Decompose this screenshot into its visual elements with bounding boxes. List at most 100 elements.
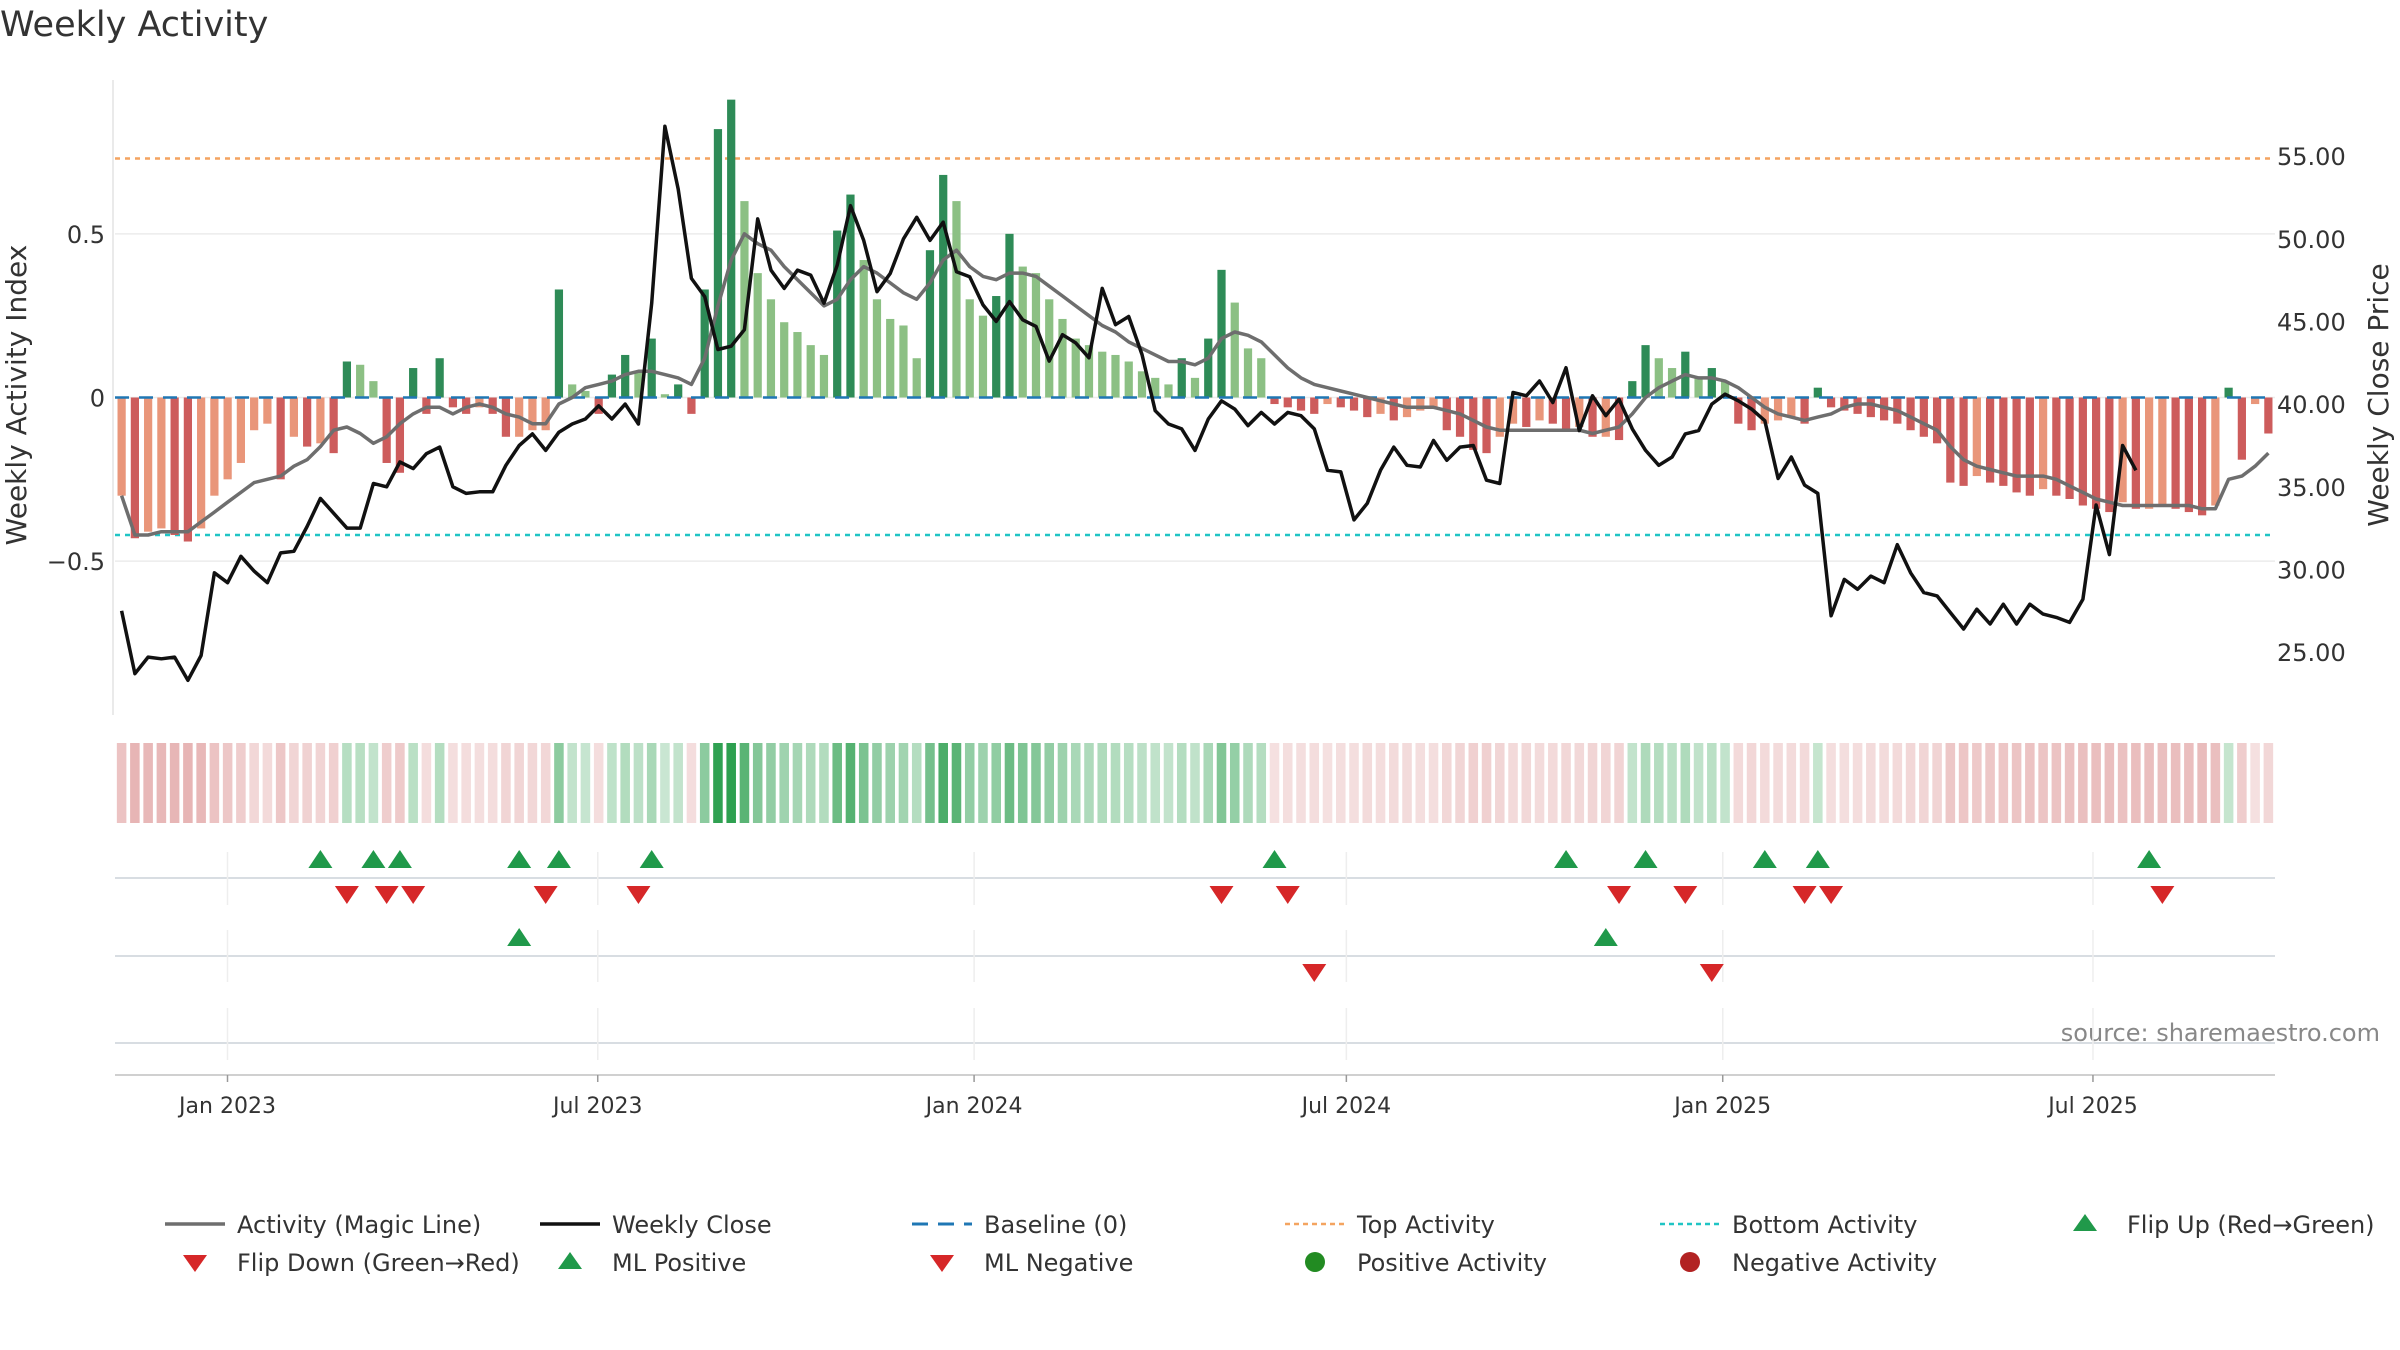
activity-bar (2198, 397, 2207, 516)
strip-cell (1110, 743, 1121, 823)
strip-cell (514, 743, 524, 823)
legend-item-posact: Positive Activity (1305, 1249, 1547, 1277)
strip-cell (1720, 743, 1730, 823)
activity-bar (356, 364, 365, 398)
strip-cell (593, 743, 604, 823)
strip-cell (1561, 743, 1571, 823)
flip-down-marker (1819, 886, 1844, 904)
strip-cell (1826, 743, 1836, 823)
legend-item-close: Weekly Close (540, 1211, 772, 1239)
activity-bar (2251, 397, 2260, 405)
strip-cell (1627, 743, 1638, 823)
activity-bar (1535, 397, 1544, 421)
activity-bar (581, 390, 590, 398)
activity-bar (1840, 397, 1849, 411)
activity-bar (1045, 299, 1054, 398)
strip-cell (1097, 743, 1108, 823)
activity-bar (117, 397, 126, 496)
ml-positive-marker (1593, 928, 1618, 946)
strip-cell (169, 743, 180, 823)
strip-cell (1614, 743, 1624, 823)
strip-cell (130, 743, 140, 823)
strip-cell (1163, 743, 1174, 823)
strip-cell (1601, 743, 1611, 823)
activity-bar (1773, 397, 1783, 421)
activity-bar (634, 371, 643, 398)
strip-cell (872, 743, 882, 823)
strip-cell (2064, 743, 2075, 823)
legend-label: Weekly Close (612, 1211, 772, 1239)
activity-bar (541, 397, 550, 431)
strip-cell (845, 743, 856, 823)
legend-item-bottom: Bottom Activity (1660, 1211, 1917, 1239)
flip-down-marker (1209, 886, 1234, 904)
strip-cell (567, 743, 577, 823)
flip-down-marker (374, 886, 399, 904)
activity-bar (369, 381, 378, 398)
strip-cell (540, 743, 551, 823)
strip-cell (1839, 743, 1850, 823)
activity-bar (1190, 377, 1200, 398)
strip-cell (951, 743, 962, 823)
activity-bar (157, 397, 166, 529)
strip-cell (1349, 743, 1359, 823)
activity-bar (925, 250, 935, 398)
activity-bar (1614, 397, 1624, 441)
flip-down-marker (1792, 886, 1817, 904)
legend-item-baseline: Baseline (0) (912, 1211, 1127, 1239)
strip-cell (1084, 743, 1094, 823)
right-tick-label: 40.00 (2277, 391, 2346, 419)
strip-cell (673, 743, 683, 823)
activity-bar (329, 397, 338, 454)
strip-cell (554, 743, 564, 823)
activity-bar (250, 397, 259, 431)
activity-bar (727, 99, 736, 398)
strip-cell (832, 743, 842, 823)
strip-cell (2144, 743, 2154, 823)
strip-cell (1879, 743, 1889, 823)
activity-bar (1548, 397, 1557, 424)
strip-cell (2170, 743, 2181, 823)
activity-bar (1946, 397, 1955, 483)
activity-bar (183, 397, 192, 542)
activity-bar (1005, 233, 1014, 398)
activity-bar (2038, 397, 2048, 490)
x-tick-label: Jul 2024 (1300, 1094, 1392, 1119)
activity-bars (117, 99, 2273, 542)
activity-color-strip (116, 743, 2274, 823)
activity-bar (1628, 381, 1637, 398)
flip-down-marker (1673, 886, 1698, 904)
strip-cell (752, 743, 763, 823)
activity-bar (1707, 368, 1716, 398)
strip-cell (779, 743, 789, 823)
activity-bar (303, 397, 312, 447)
strip-cell (792, 743, 803, 823)
activity-bar (1747, 397, 1756, 431)
legend-swatch (183, 1255, 207, 1272)
activity-bar (1561, 397, 1571, 431)
activity-bar (1084, 345, 1094, 398)
strip-cell (1216, 743, 1227, 823)
activity-bar (528, 397, 537, 431)
strip-cell (474, 743, 485, 823)
activity-bar (687, 397, 696, 414)
legend-swatch (1680, 1252, 1700, 1272)
activity-bar (2171, 397, 2180, 509)
activity-bar (382, 397, 391, 463)
legend-item-top: Top Activity (1285, 1211, 1495, 1239)
activity-bar (1363, 397, 1372, 418)
strip-cell (2197, 743, 2207, 823)
activity-bar (1442, 397, 1451, 431)
left-tick-label: 0.5 (67, 221, 105, 249)
activity-bar (197, 397, 206, 529)
strip-cell (1495, 743, 1505, 823)
activity-bar (978, 315, 988, 398)
activity-bar (1031, 273, 1041, 398)
flip-up-marker (639, 850, 664, 868)
legend-label: Positive Activity (1357, 1249, 1547, 1277)
flip-up-marker (546, 850, 571, 868)
strip-cell (302, 743, 312, 823)
activity-bar (780, 322, 789, 398)
strip-cell (1773, 743, 1783, 823)
strip-cell (991, 743, 1001, 823)
